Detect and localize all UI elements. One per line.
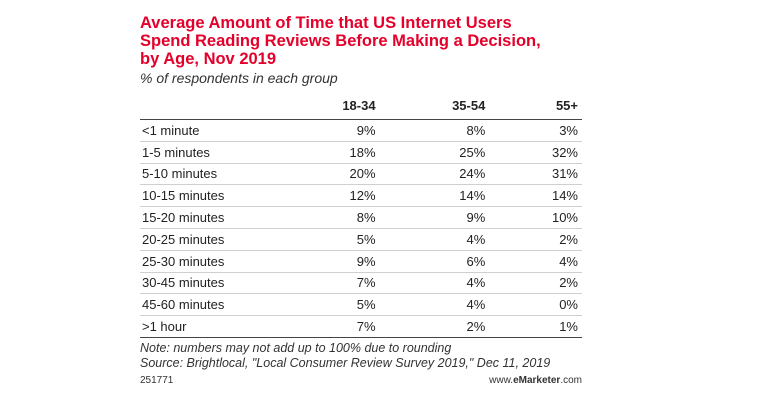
value-cell: 9% bbox=[279, 119, 380, 142]
row-label: 30-45 minutes bbox=[140, 272, 280, 295]
header-row: 18-34 35-54 55+ bbox=[140, 92, 582, 120]
value-cell: 5% bbox=[279, 228, 380, 251]
value-cell: 9% bbox=[279, 250, 380, 273]
value-cell: 8% bbox=[279, 206, 380, 229]
column-header: 35-54 bbox=[379, 92, 490, 120]
row-header-cell bbox=[140, 92, 280, 120]
note-text: Note: numbers may not add up to 100% due… bbox=[140, 340, 452, 355]
title-line: Spend Reading Reviews Before Making a De… bbox=[140, 32, 541, 50]
table-row: 1-5 minutes 18% 25% 32% bbox=[140, 141, 582, 164]
value-cell: 4% bbox=[379, 293, 490, 317]
row-label: 20-25 minutes bbox=[140, 228, 280, 251]
value-cell: 10% bbox=[489, 206, 582, 229]
value-cell: 2% bbox=[489, 272, 582, 295]
chart-title: Average Amount of Time that US Internet … bbox=[140, 14, 582, 68]
value-cell: 5% bbox=[279, 293, 380, 317]
row-label: 45-60 minutes bbox=[140, 293, 280, 317]
value-cell: 4% bbox=[379, 272, 490, 295]
column-header: 18-34 bbox=[279, 92, 380, 120]
row-label: 1-5 minutes bbox=[140, 141, 280, 164]
table-body: <1 minute 9% 8% 3% 1-5 minutes 18% 25% 32% 5-10 … bbox=[140, 119, 582, 338]
table-row: 30-45 minutes 7% 4% 2% bbox=[140, 272, 582, 295]
value-cell: 14% bbox=[379, 184, 490, 208]
table-row: 20-25 minutes 5% 4% 2% bbox=[140, 228, 582, 251]
value-cell: 32% bbox=[489, 141, 582, 164]
value-cell: 9% bbox=[379, 206, 490, 229]
value-cell: 6% bbox=[379, 250, 490, 273]
row-label: 25-30 minutes bbox=[140, 250, 280, 273]
row-label: 15-20 minutes bbox=[140, 206, 280, 229]
table-row: 15-20 minutes 8% 9% 10% bbox=[140, 206, 582, 229]
value-cell: 4% bbox=[489, 250, 582, 273]
value-cell: 8% bbox=[379, 119, 490, 142]
table-row: 45-60 minutes 5% 4% 0% bbox=[140, 293, 582, 317]
footnotes: Note: numbers may not add up to 100% due… bbox=[140, 341, 582, 371]
table-row: >1 hour 7% 2% 1% bbox=[140, 315, 582, 338]
title-line: Average Amount of Time that US Internet … bbox=[140, 14, 512, 32]
brand-suffix: .com bbox=[560, 374, 582, 386]
value-cell: 2% bbox=[379, 315, 490, 338]
value-cell: 7% bbox=[279, 272, 380, 295]
value-cell: 4% bbox=[379, 228, 490, 251]
table-row: 5-10 minutes 20% 24% 31% bbox=[140, 163, 582, 186]
title-line: by Age, Nov 2019 bbox=[140, 50, 277, 68]
value-cell: 14% bbox=[489, 184, 582, 208]
source-text: Source: Brightlocal, "Local Consumer Rev… bbox=[140, 355, 551, 370]
value-cell: 3% bbox=[489, 119, 582, 142]
chart-id: 251771 bbox=[140, 374, 174, 386]
data-table: 18-34 35-54 55+ <1 minute 9% 8% 3% 1-5 minut… bbox=[140, 92, 582, 338]
chart-subtitle: % of respondents in each group bbox=[140, 70, 338, 86]
brand-prefix: www. bbox=[489, 374, 514, 386]
chart-container: Average Amount of Time that US Internet … bbox=[140, 14, 582, 386]
value-cell: 12% bbox=[279, 184, 380, 208]
table-row: 25-30 minutes 9% 6% 4% bbox=[140, 250, 582, 273]
brand-url: www.eMarketer.com bbox=[489, 375, 582, 386]
footer: 251771 www.eMarketer.com bbox=[140, 375, 582, 386]
brand-name: eMarketer bbox=[513, 374, 561, 386]
column-header: 55+ bbox=[489, 92, 582, 120]
row-label: >1 hour bbox=[140, 315, 280, 338]
value-cell: 20% bbox=[279, 163, 380, 186]
value-cell: 24% bbox=[379, 163, 490, 186]
value-cell: 2% bbox=[489, 228, 582, 251]
table-row: 10-15 minutes 12% 14% 14% bbox=[140, 184, 582, 208]
row-label: 5-10 minutes bbox=[140, 163, 280, 186]
row-label: <1 minute bbox=[140, 119, 280, 142]
row-label: 10-15 minutes bbox=[140, 184, 280, 208]
value-cell: 25% bbox=[379, 141, 490, 164]
value-cell: 31% bbox=[489, 163, 582, 186]
value-cell: 7% bbox=[279, 315, 380, 338]
value-cell: 18% bbox=[279, 141, 380, 164]
table-row: <1 minute 9% 8% 3% bbox=[140, 119, 582, 142]
value-cell: 1% bbox=[489, 315, 582, 338]
value-cell: 0% bbox=[489, 293, 582, 317]
